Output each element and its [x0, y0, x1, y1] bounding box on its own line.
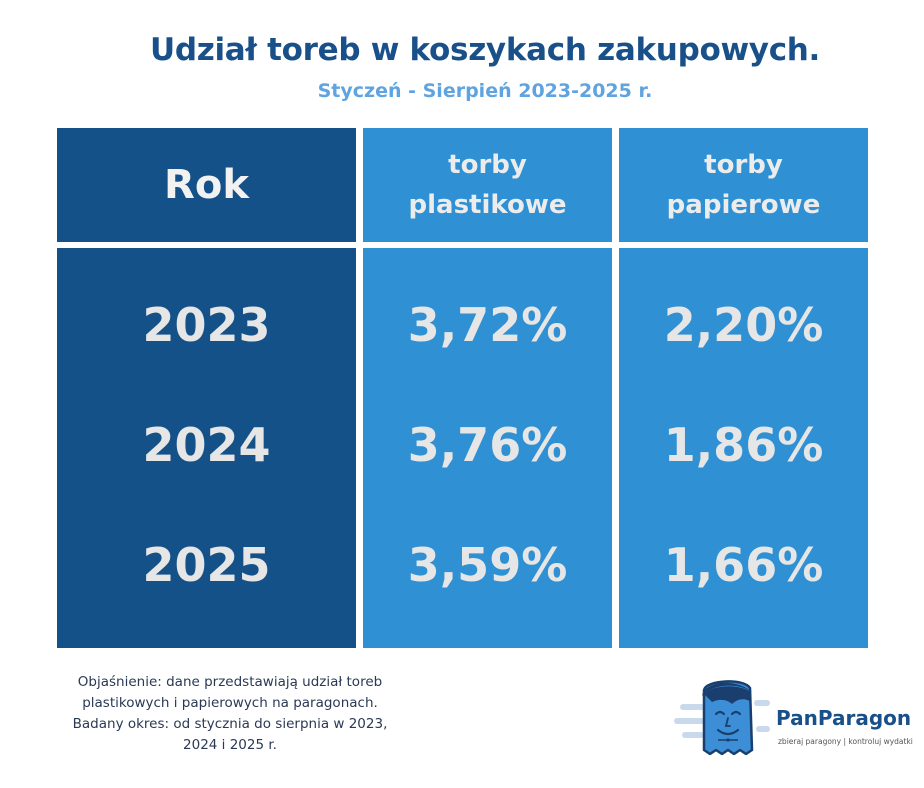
table-cell-paper-2024: 1,86% [663, 418, 824, 472]
table-cell-plastic-2023: 3,72% [407, 298, 568, 352]
table-cell-plastic-2025: 3,59% [407, 538, 568, 592]
note-line-2: plastikowych i papierowych na paragonach… [82, 695, 378, 711]
chart-subtitle: Styczeń - Sierpień 2023-2025 r. [317, 80, 653, 102]
header-paper-line1: torby [704, 150, 783, 180]
plastic-column: 3,72% 3,76% 3,59% [363, 248, 612, 648]
header-plastic-line1: torby [448, 150, 527, 180]
table-cell-year-2024: 2024 [142, 418, 271, 472]
note-line-1: Objaśnienie: dane przedstawiają udział t… [77, 674, 383, 690]
table-cell-paper-2025: 1,66% [663, 538, 824, 592]
table-cell-year-2025: 2025 [142, 538, 271, 592]
paper-column: 2,20% 1,86% 1,66% [619, 248, 868, 648]
explanation-note: Objaśnienie: dane przedstawiają udział t… [40, 672, 420, 756]
receipt-mascot-icon [674, 680, 770, 756]
brand-tagline: zbieraj paragony | kontroluj wydatki [778, 737, 913, 746]
chart-title: Udział toreb w koszykach zakupowych. [149, 32, 821, 68]
header-plastic: torby plastikowe [363, 128, 612, 242]
header-plastic-line2: plastikowe [408, 190, 567, 220]
header-paper: torby papierowe [619, 128, 868, 242]
header-year: Rok [57, 128, 356, 242]
table-cell-paper-2023: 2,20% [663, 298, 824, 352]
header-year-label: Rok [164, 162, 249, 208]
note-line-3: Badany okres: od stycznia do sierpnia w … [72, 716, 388, 732]
table-cell-year-2023: 2023 [142, 298, 271, 352]
header-paper-line2: papierowe [666, 190, 821, 220]
note-line-4: 2024 i 2025 r. [183, 737, 277, 753]
year-column: 2023 2024 2025 [57, 248, 356, 648]
table-cell-plastic-2024: 3,76% [407, 418, 568, 472]
brand-name: PanParagon [776, 706, 912, 730]
